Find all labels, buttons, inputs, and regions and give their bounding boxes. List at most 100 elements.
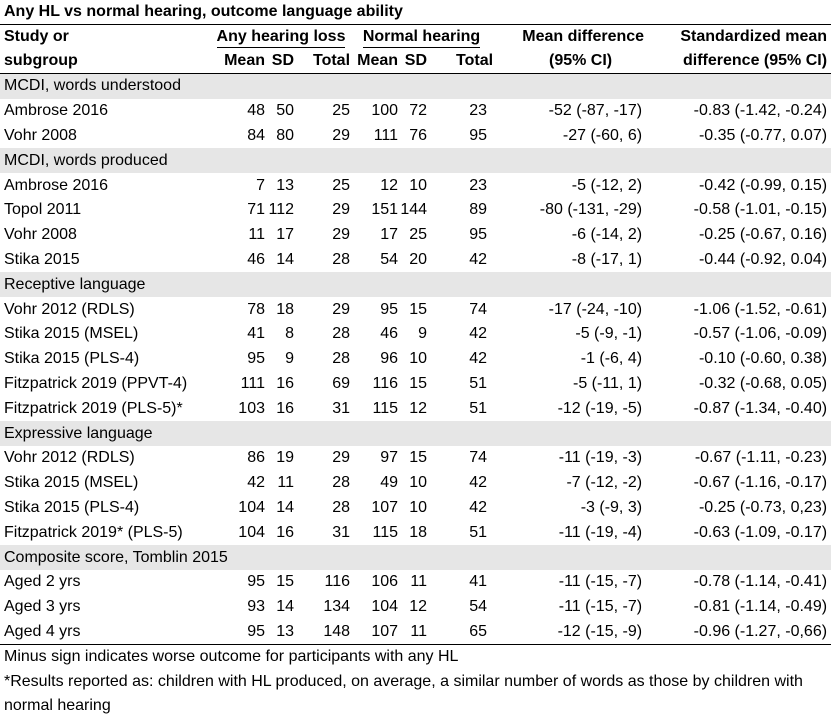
hl-mean-header: Mean bbox=[212, 49, 265, 74]
nh-mean-cell: 107 bbox=[350, 619, 399, 646]
table-row: Stika 2015 (MSEL) 42 11 28 49 10 42 -7 (-12, -2… bbox=[0, 471, 831, 496]
nh-total-cell: 42 bbox=[469, 325, 488, 343]
table-notes: Minus sign indicates worse outcome for p… bbox=[0, 645, 831, 719]
nh-mean-header: Mean bbox=[350, 49, 399, 74]
subgroup-label: MCDI, words understood bbox=[0, 73, 831, 99]
nh-mean-cell: 54 bbox=[380, 250, 399, 268]
nh-mean-cell: 151 bbox=[371, 201, 399, 219]
subgroup-label: Composite score, Tomblin 2015 bbox=[0, 545, 831, 570]
subgroup-label: MCDI, words produced bbox=[0, 148, 831, 174]
hl-mean-cell: 78 bbox=[247, 300, 265, 318]
nh-sd-cell: 15 bbox=[409, 300, 428, 318]
table-row: Fitzpatrick 2019* (PLS-5) 104 16 31 115 18 51 -… bbox=[0, 520, 831, 545]
nh-sd-cell: 10 bbox=[409, 176, 428, 194]
hl-sd-cell: 13 bbox=[265, 619, 294, 646]
nh-mean-cell: 115 bbox=[372, 523, 399, 541]
nh-total-cell: 41 bbox=[469, 573, 488, 591]
md-header-2: (95% CI) bbox=[493, 49, 649, 74]
hl-sd-cell: 16 bbox=[276, 399, 294, 417]
study-cell: Fitzpatrick 2019 (PPVT-4) bbox=[4, 374, 188, 392]
nh-sd-cell: 144 bbox=[400, 201, 428, 219]
hl-total-cell: 29 bbox=[332, 126, 351, 144]
nh-mean-cell: 115 bbox=[372, 399, 399, 417]
study-cell: Fitzpatrick 2019 (PLS-5)* bbox=[4, 399, 183, 417]
md-cell: -11 (-15, -7) bbox=[558, 598, 643, 616]
table-row: Vohr 2012 (RDLS) 86 19 29 97 15 74 -11 (-19, -3… bbox=[0, 446, 831, 471]
hl-mean-cell: 95 bbox=[247, 573, 265, 591]
hl-sd-cell: 14 bbox=[276, 598, 294, 616]
nh-mean-cell: 17 bbox=[380, 226, 399, 244]
smd-cell: -0.57 (-1.06, -0.09) bbox=[693, 325, 828, 343]
hl-sd-cell: 18 bbox=[276, 300, 294, 318]
hl-mean-cell: 86 bbox=[247, 449, 265, 467]
study-cell: Stika 2015 (MSEL) bbox=[4, 474, 139, 492]
nh-mean-cell: 111 bbox=[373, 126, 399, 144]
subgroup-label: Receptive language bbox=[0, 272, 831, 298]
hl-total-header: Total bbox=[294, 49, 351, 74]
hl-total-cell: 28 bbox=[332, 325, 351, 343]
subgroup-header-row: Expressive language bbox=[0, 421, 831, 446]
study-cell: Ambrose 2016 bbox=[4, 176, 109, 194]
study-cell: Topol 2011 bbox=[4, 201, 82, 219]
nh-sd-cell: 10 bbox=[409, 350, 428, 368]
md-cell: -7 (-12, -2) bbox=[566, 474, 643, 492]
hl-total-cell: 69 bbox=[332, 374, 351, 392]
subgroup-header-row: Composite score, Tomblin 2015 bbox=[0, 545, 831, 570]
table-row: Fitzpatrick 2019 (PPVT-4) 111 16 69 116 15 51 -… bbox=[0, 372, 831, 397]
table-row: Stika 2015 46 14 28 54 20 42 -8 (-17, 1) -0.44 (… bbox=[0, 248, 831, 273]
smd-cell: -0.44 (-0.92, 0.04) bbox=[698, 250, 828, 268]
smd-header-2: difference (95% CI) bbox=[648, 49, 831, 74]
nh-sd-cell: 9 bbox=[418, 325, 428, 343]
table-row: Stika 2015 (MSEL) 41 8 28 46 9 42 -5 (-9, -1) -0… bbox=[0, 322, 831, 347]
smd-cell: -0.67 (-1.16, -0.17) bbox=[693, 474, 828, 492]
nh-sd-cell: 12 bbox=[409, 598, 428, 616]
table-row: Ambrose 2016 48 50 25 100 72 23 -52 (-87, -17) -… bbox=[0, 99, 831, 124]
nh-sd-cell: 10 bbox=[409, 474, 428, 492]
md-cell: -5 (-12, 2) bbox=[571, 176, 643, 194]
nh-total-cell: 51 bbox=[469, 374, 488, 392]
smd-cell: -0.42 (-0.99, 0.15) bbox=[698, 176, 828, 194]
hl-total-cell: 31 bbox=[332, 399, 351, 417]
smd-cell: -0.25 (-0.67, 0.16) bbox=[698, 226, 828, 244]
hl-sd-cell: 16 bbox=[276, 523, 294, 541]
subgroup-label: Expressive language bbox=[0, 421, 831, 446]
hl-mean-cell: 103 bbox=[238, 399, 265, 417]
hl-group-header: Any hearing loss bbox=[212, 25, 350, 49]
nh-total-cell: 23 bbox=[469, 102, 488, 120]
md-cell: -27 (-60, 6) bbox=[562, 126, 643, 144]
md-cell: -11 (-15, -7) bbox=[558, 573, 643, 591]
hl-sd-cell: 9 bbox=[285, 350, 294, 368]
hl-sd-cell: 13 bbox=[276, 176, 294, 194]
md-cell: -12 (-15, -9) bbox=[493, 619, 649, 646]
table-row: Fitzpatrick 2019 (PLS-5)* 103 16 31 115 12 51 -… bbox=[0, 396, 831, 421]
hl-total-cell: 29 bbox=[332, 201, 351, 219]
study-cell: Vohr 2008 bbox=[4, 226, 77, 244]
hl-total-cell: 28 bbox=[332, 474, 351, 492]
md-cell: -11 (-19, -3) bbox=[558, 449, 643, 467]
nh-total-cell: 95 bbox=[469, 126, 488, 144]
nh-sd-header: SD bbox=[398, 49, 428, 74]
hl-mean-cell: 11 bbox=[248, 226, 265, 244]
table-row: Aged 2 yrs 95 15 116 106 11 41 -11 (-15, -7) -0.… bbox=[0, 570, 831, 595]
nh-mean-cell: 104 bbox=[371, 598, 399, 616]
nh-total-cell: 42 bbox=[469, 250, 488, 268]
study-cell: Stika 2015 (MSEL) bbox=[4, 325, 139, 343]
hl-mean-cell: 42 bbox=[247, 474, 265, 492]
study-cell: Vohr 2012 (RDLS) bbox=[4, 300, 135, 318]
study-cell: Stika 2015 bbox=[4, 250, 80, 268]
smd-cell: -0.83 (-1.42, -0.24) bbox=[693, 102, 828, 120]
nh-total-header: Total bbox=[427, 49, 494, 74]
nh-mean-cell: 106 bbox=[371, 573, 399, 591]
nh-total-cell: 74 bbox=[469, 449, 488, 467]
smd-header: Standardized mean bbox=[680, 28, 828, 45]
hl-sd-cell: 14 bbox=[276, 250, 294, 268]
nh-sd-cell: 11 bbox=[410, 573, 428, 591]
hl-sd-cell: 16 bbox=[276, 374, 294, 392]
nh-mean-cell: 100 bbox=[371, 102, 399, 120]
hl-total-cell: 29 bbox=[332, 226, 351, 244]
subgroup-header-row: MCDI, words produced bbox=[0, 148, 831, 174]
header-row-1: Study or Any hearing loss Normal hearing… bbox=[0, 25, 831, 49]
study-cell: Aged 3 yrs bbox=[4, 598, 81, 616]
nh-sd-cell: 11 bbox=[398, 619, 428, 646]
